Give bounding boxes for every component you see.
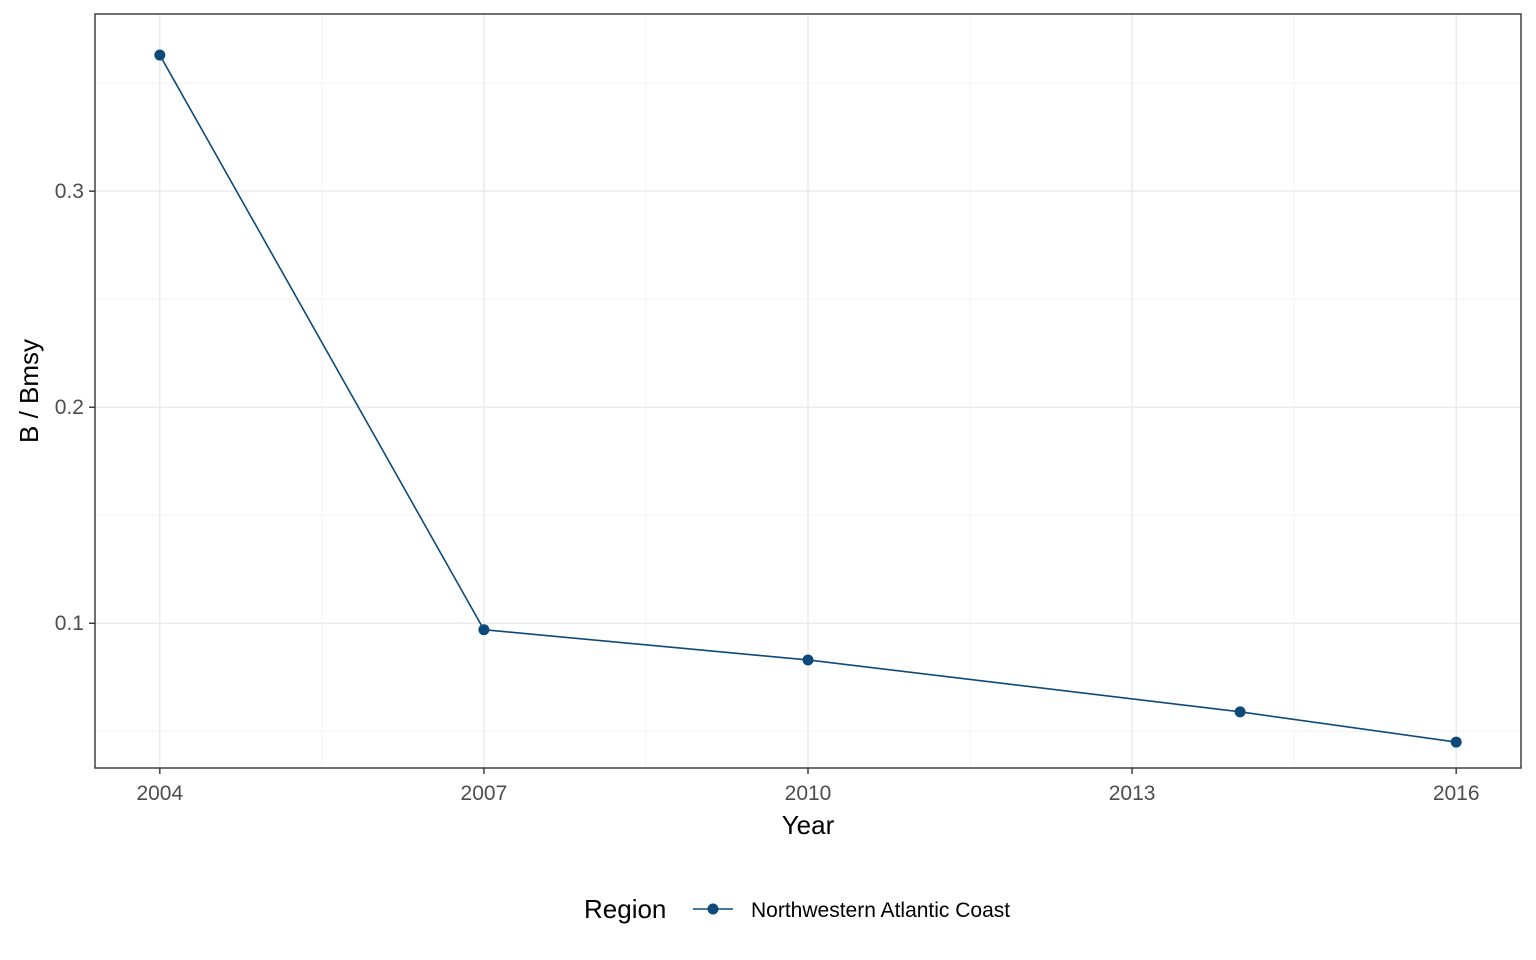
- x-tick-label: 2010: [785, 782, 832, 805]
- data-point: [478, 624, 490, 636]
- x-tick-label: 2016: [1433, 782, 1480, 805]
- data-point: [154, 49, 166, 61]
- x-tick-label: 2013: [1109, 782, 1156, 805]
- y-tick-label: 0.2: [55, 396, 84, 419]
- y-axis-title: B / Bmsy: [14, 339, 44, 443]
- x-axis-title: Year: [782, 810, 835, 840]
- x-axis-ticks: 2004 2007 2010 2013 2016: [136, 768, 1480, 805]
- y-axis-ticks: 0.1 0.2 0.3: [55, 180, 95, 635]
- y-tick-label: 0.1: [55, 612, 84, 635]
- x-tick-label: 2004: [136, 782, 183, 805]
- data-point: [802, 654, 814, 666]
- data-point: [1234, 706, 1246, 718]
- x-tick-label: 2007: [461, 782, 508, 805]
- legend: Region Northwestern Atlantic Coast: [584, 894, 1010, 924]
- legend-title: Region: [584, 894, 666, 924]
- series-layer: [154, 49, 1462, 748]
- major-gridlines: [95, 14, 1521, 768]
- legend-entry-label: Northwestern Atlantic Coast: [751, 899, 1010, 922]
- data-point: [1450, 736, 1462, 748]
- legend-key-marker: [707, 903, 719, 915]
- y-tick-label: 0.3: [55, 180, 84, 203]
